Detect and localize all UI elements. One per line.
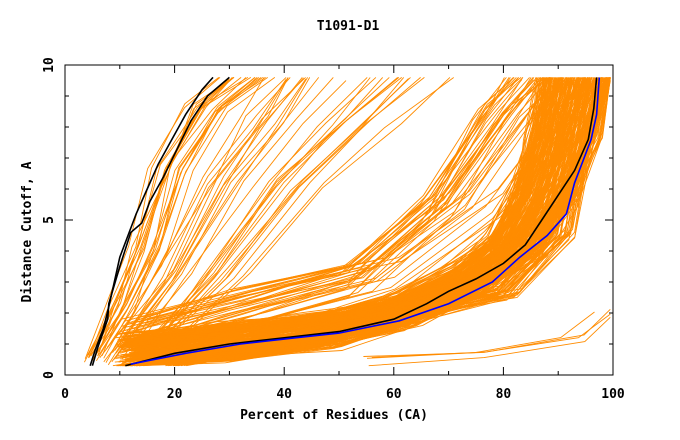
highlight-series-line xyxy=(125,77,598,367)
model-curve xyxy=(368,316,611,367)
model-curve xyxy=(93,77,256,359)
model-curve xyxy=(125,77,515,322)
model-curve xyxy=(84,77,221,359)
model-curve xyxy=(126,77,596,367)
model-curve xyxy=(138,77,551,336)
model-curve xyxy=(134,77,584,342)
model-curve xyxy=(123,77,541,340)
model-curve xyxy=(117,77,320,353)
model-curve xyxy=(175,77,573,367)
x-tick-label: 0 xyxy=(61,387,69,402)
x-tick-label: 60 xyxy=(386,387,402,402)
model-curve xyxy=(130,77,550,327)
highlight-series-line xyxy=(91,76,230,366)
model-curve xyxy=(99,77,276,358)
model-curve xyxy=(371,313,611,358)
model-curve xyxy=(122,77,564,341)
y-axis-label: Distance Cutoff, A xyxy=(20,161,35,302)
x-tick-label: 100 xyxy=(601,387,625,402)
model-curve xyxy=(171,80,600,360)
model-curve xyxy=(103,77,289,363)
model-curve xyxy=(106,77,265,350)
model-curve xyxy=(112,77,291,352)
model-curve xyxy=(168,78,580,367)
model-curve xyxy=(125,77,549,341)
model-curve xyxy=(173,78,600,361)
x-tick-label: 20 xyxy=(167,387,183,402)
model-curve xyxy=(114,77,306,351)
model-curve xyxy=(165,82,581,367)
y-tick-label: 0 xyxy=(42,371,57,379)
highlight-curves xyxy=(89,76,601,367)
model-curve xyxy=(127,77,551,334)
highlight-series-line xyxy=(89,76,214,366)
model-curve xyxy=(121,77,308,360)
model-curve xyxy=(90,77,220,355)
chart-title: T1091-D1 xyxy=(317,19,380,34)
model-curve xyxy=(366,311,595,359)
highlight-series-line xyxy=(130,77,601,365)
model-curve xyxy=(93,77,258,359)
model-curve xyxy=(118,77,562,345)
model-curve xyxy=(115,77,311,354)
model-curve xyxy=(177,81,606,367)
model-curve xyxy=(127,77,530,325)
model-curve xyxy=(120,77,555,348)
model-curve xyxy=(114,78,307,360)
y-tick-label: 10 xyxy=(42,57,57,73)
model-curve xyxy=(98,77,268,355)
model-curve xyxy=(146,77,384,351)
y-tick-label: 5 xyxy=(42,216,57,224)
model-curves xyxy=(83,77,611,367)
model-curve xyxy=(169,77,583,352)
axis-ticks: 0 20 40 60 80 100 0 5 10 xyxy=(42,57,625,402)
x-tick-label: 80 xyxy=(496,387,512,402)
x-tick-label: 40 xyxy=(276,387,292,402)
model-curve xyxy=(107,79,287,366)
x-axis-label: Percent of Residues (CA) xyxy=(240,408,428,423)
model-curve xyxy=(127,80,347,362)
